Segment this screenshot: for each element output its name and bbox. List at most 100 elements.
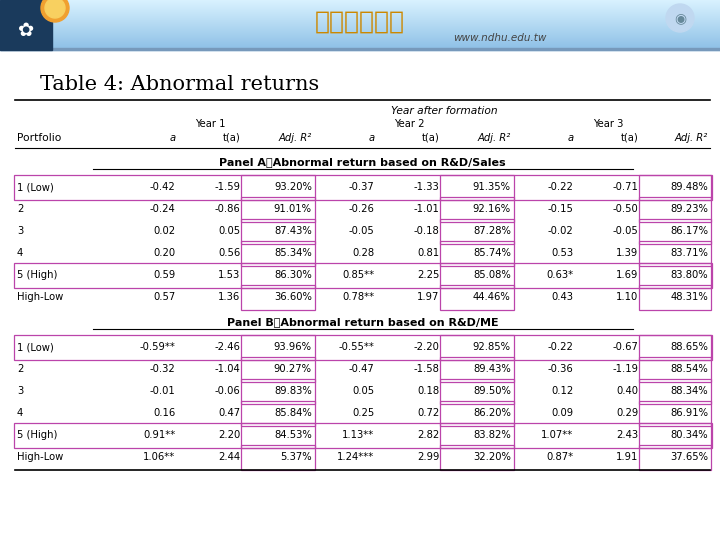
Text: 2: 2 bbox=[17, 364, 23, 374]
Text: 83.71%: 83.71% bbox=[670, 248, 708, 258]
Text: 86.17%: 86.17% bbox=[670, 226, 708, 236]
Text: -1.33: -1.33 bbox=[414, 182, 439, 192]
Text: 92.85%: 92.85% bbox=[473, 342, 510, 352]
Text: -0.18: -0.18 bbox=[414, 226, 439, 236]
Bar bbox=[0, 36, 720, 37]
Text: -0.71: -0.71 bbox=[613, 182, 639, 192]
Text: 83.82%: 83.82% bbox=[473, 430, 510, 440]
Text: 0.87*: 0.87* bbox=[546, 452, 573, 462]
Text: 0.56: 0.56 bbox=[218, 248, 240, 258]
Text: -0.67: -0.67 bbox=[613, 342, 639, 352]
Text: -2.46: -2.46 bbox=[215, 342, 240, 352]
Bar bbox=[0, 48, 720, 50]
Bar bbox=[0, 44, 720, 45]
Text: Portfolio: Portfolio bbox=[17, 133, 61, 143]
Text: 0.05: 0.05 bbox=[218, 226, 240, 236]
Text: -0.22: -0.22 bbox=[547, 342, 573, 352]
Text: -1.04: -1.04 bbox=[215, 364, 240, 374]
Text: -0.50: -0.50 bbox=[613, 204, 639, 214]
Text: 37.65%: 37.65% bbox=[670, 452, 708, 462]
Text: 89.83%: 89.83% bbox=[274, 386, 312, 396]
Text: 85.08%: 85.08% bbox=[473, 270, 510, 280]
Text: 0.05: 0.05 bbox=[352, 386, 374, 396]
Text: 2.44: 2.44 bbox=[218, 452, 240, 462]
Text: 0.12: 0.12 bbox=[551, 386, 573, 396]
Bar bbox=[0, 7, 720, 8]
Bar bbox=[0, 18, 720, 19]
Bar bbox=[0, 3, 720, 4]
Text: 1.69: 1.69 bbox=[616, 270, 639, 280]
Bar bbox=[0, 35, 720, 36]
Text: 48.31%: 48.31% bbox=[670, 292, 708, 302]
Bar bbox=[0, 45, 720, 46]
Bar bbox=[0, 0, 720, 1]
Bar bbox=[0, 41, 720, 42]
Bar bbox=[0, 48, 720, 49]
Text: Year 2: Year 2 bbox=[394, 119, 424, 129]
Text: -0.42: -0.42 bbox=[150, 182, 176, 192]
Text: Adj. R²: Adj. R² bbox=[279, 133, 312, 143]
Circle shape bbox=[41, 0, 69, 22]
Text: 0.20: 0.20 bbox=[153, 248, 176, 258]
Text: 3: 3 bbox=[17, 386, 23, 396]
Text: Year after formation: Year after formation bbox=[391, 106, 498, 116]
Text: -0.02: -0.02 bbox=[548, 226, 573, 236]
Bar bbox=[0, 12, 720, 13]
Bar bbox=[0, 38, 720, 39]
Bar bbox=[0, 6, 720, 7]
Text: 1.24***: 1.24*** bbox=[337, 452, 374, 462]
Bar bbox=[0, 17, 720, 18]
Bar bbox=[0, 16, 720, 17]
Text: 0.09: 0.09 bbox=[552, 408, 573, 418]
Bar bbox=[0, 40, 720, 41]
Text: 0.81: 0.81 bbox=[418, 248, 439, 258]
Text: ✿: ✿ bbox=[18, 21, 34, 39]
Text: 93.96%: 93.96% bbox=[274, 342, 312, 352]
Text: ◉: ◉ bbox=[674, 11, 686, 25]
Text: -0.05: -0.05 bbox=[613, 226, 639, 236]
Text: 4: 4 bbox=[17, 408, 23, 418]
Text: 89.43%: 89.43% bbox=[473, 364, 510, 374]
Bar bbox=[0, 43, 720, 44]
Text: 1.13**: 1.13** bbox=[342, 430, 374, 440]
Bar bbox=[0, 30, 720, 31]
Text: 2.99: 2.99 bbox=[417, 452, 439, 462]
Text: 84.53%: 84.53% bbox=[274, 430, 312, 440]
Bar bbox=[0, 10, 720, 11]
Text: -1.59: -1.59 bbox=[215, 182, 240, 192]
Text: 0.57: 0.57 bbox=[153, 292, 176, 302]
Text: 3: 3 bbox=[17, 226, 23, 236]
Text: -0.36: -0.36 bbox=[548, 364, 573, 374]
Text: 0.40: 0.40 bbox=[616, 386, 639, 396]
Text: -2.20: -2.20 bbox=[414, 342, 439, 352]
Bar bbox=[0, 23, 720, 24]
Text: t(a): t(a) bbox=[422, 133, 439, 143]
Text: 2.20: 2.20 bbox=[218, 430, 240, 440]
Text: Year 1: Year 1 bbox=[195, 119, 225, 129]
Bar bbox=[0, 1, 720, 2]
Text: 0.53: 0.53 bbox=[552, 248, 573, 258]
Text: 0.47: 0.47 bbox=[218, 408, 240, 418]
Text: -0.32: -0.32 bbox=[150, 364, 176, 374]
Bar bbox=[0, 4, 720, 5]
Text: 90.27%: 90.27% bbox=[274, 364, 312, 374]
Text: 91.01%: 91.01% bbox=[274, 204, 312, 214]
Text: 32.20%: 32.20% bbox=[473, 452, 510, 462]
Text: -0.59**: -0.59** bbox=[140, 342, 176, 352]
Text: 0.63*: 0.63* bbox=[546, 270, 573, 280]
Text: 1.07**: 1.07** bbox=[541, 430, 573, 440]
Text: Panel B：Abnormal return based on R&D/ME: Panel B：Abnormal return based on R&D/ME bbox=[227, 317, 498, 327]
Bar bbox=[0, 21, 720, 22]
Text: www.ndhu.edu.tw: www.ndhu.edu.tw bbox=[454, 33, 546, 43]
Bar bbox=[0, 13, 720, 14]
Text: 86.91%: 86.91% bbox=[670, 408, 708, 418]
Text: 0.85**: 0.85** bbox=[342, 270, 374, 280]
Text: -0.15: -0.15 bbox=[547, 204, 573, 214]
Text: Adj. R²: Adj. R² bbox=[675, 133, 708, 143]
Text: 1.06**: 1.06** bbox=[143, 452, 176, 462]
Text: 0.18: 0.18 bbox=[418, 386, 439, 396]
Text: t(a): t(a) bbox=[223, 133, 240, 143]
Text: -0.06: -0.06 bbox=[215, 386, 240, 396]
Bar bbox=[0, 11, 720, 12]
Text: a: a bbox=[567, 133, 573, 143]
